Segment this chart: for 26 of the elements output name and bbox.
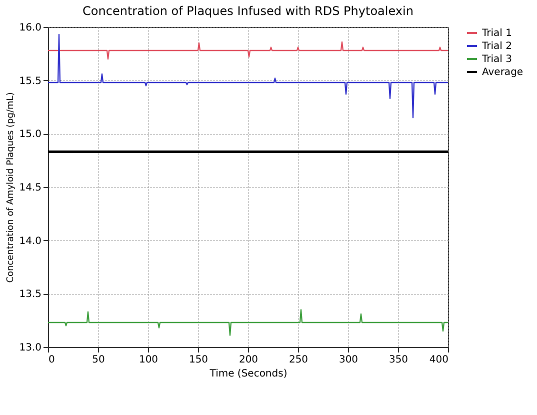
x-tick-label: 200 [238,354,258,366]
y-axis-title: Concentration of Amyloid Plaques (pg/mL) [6,92,16,283]
y-tick-label: 16.0 [19,22,42,34]
line-series [48,41,448,60]
legend-label: Average [482,67,524,78]
y-tick-label: 13.0 [19,342,42,354]
x-tick-label: 100 [138,354,158,366]
x-axis-title: Time (Seconds) [208,368,288,380]
y-tick-label: 14.0 [19,236,42,247]
x-tick-label: 150 [188,354,208,366]
legend-label: Trial 1 [481,28,512,39]
y-tick-label: 15.0 [19,129,42,140]
x-tick-label: 300 [338,354,358,366]
line-series [48,34,448,118]
x-tick-label: 0 [48,354,55,366]
y-tick-label: 14.5 [19,182,42,194]
y-tick-label: 13.5 [19,289,42,300]
chart-title: Concentration of Plaques Infused with RDS Phytoalexin [82,4,414,18]
x-tick-label: 350 [388,354,408,366]
line-series [48,309,448,336]
x-tick-label: 250 [288,354,308,366]
x-tick-label: 50 [92,354,105,366]
legend-label: Trial 2 [481,41,512,52]
x-tick-label: 400 [429,354,448,366]
legend-label: Trial 3 [481,54,512,65]
y-tick-label: 15.5 [19,76,42,87]
